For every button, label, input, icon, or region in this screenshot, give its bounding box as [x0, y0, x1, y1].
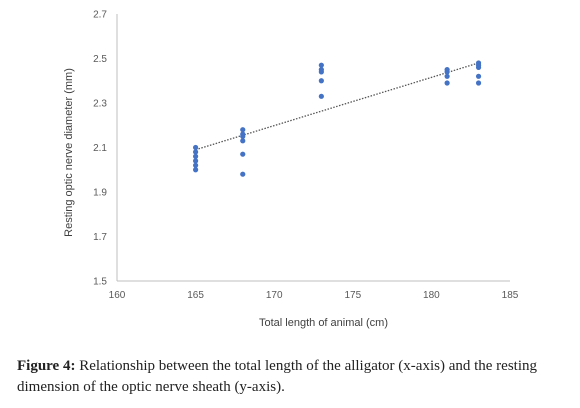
data-points	[193, 60, 482, 177]
data-point	[240, 151, 246, 157]
y-axis-ticks: 1.5 1.7 1.9 2.1 2.3 2.5 2.7	[93, 10, 107, 288]
x-tick-label: 170	[266, 290, 283, 301]
data-point	[193, 149, 199, 155]
data-point	[475, 73, 482, 79]
x-axis-ticks: 160 165 170 175 180 185	[109, 290, 519, 301]
data-point	[444, 69, 450, 75]
data-point	[318, 93, 324, 99]
data-point	[193, 158, 199, 164]
caption-label: Figure 4:	[17, 358, 76, 374]
y-tick-label: 2.5	[93, 54, 107, 65]
figure-caption: Figure 4: Relationship between the total…	[17, 356, 573, 398]
data-point	[193, 153, 199, 159]
y-tick-label: 1.5	[93, 277, 107, 288]
data-point	[193, 167, 199, 173]
data-point	[318, 69, 324, 75]
data-point	[193, 144, 199, 151]
y-tick-label: 1.9	[93, 188, 107, 199]
y-tick-label: 2.1	[93, 143, 107, 154]
x-axis-title: Total length of animal (cm)	[259, 317, 388, 329]
scatter-chart: 1.5 1.7 1.9 2.1 2.3 2.5 2.7 160 165 170 175 180 185…	[63, 10, 519, 330]
y-tick-label: 1.7	[93, 232, 107, 243]
data-point	[444, 80, 450, 86]
data-point	[240, 138, 246, 144]
data-point	[318, 78, 324, 84]
x-tick-label: 185	[502, 290, 519, 301]
data-point	[240, 133, 246, 139]
data-point	[475, 80, 482, 86]
x-tick-label: 175	[344, 290, 361, 301]
trendline	[195, 62, 479, 151]
y-axis-title: Resting optic nerve diameter (mm)	[63, 68, 75, 237]
data-point	[240, 171, 246, 177]
x-tick-label: 160	[109, 290, 126, 301]
caption-text: Relationship between the total length of…	[17, 358, 538, 395]
data-point	[193, 162, 199, 168]
data-point	[318, 62, 324, 68]
y-tick-label: 2.3	[93, 99, 107, 110]
data-point	[475, 64, 482, 70]
y-tick-label: 2.7	[93, 10, 107, 21]
data-point	[444, 73, 450, 79]
x-tick-label: 165	[187, 290, 204, 301]
x-tick-label: 180	[423, 290, 440, 301]
data-point	[240, 127, 246, 133]
